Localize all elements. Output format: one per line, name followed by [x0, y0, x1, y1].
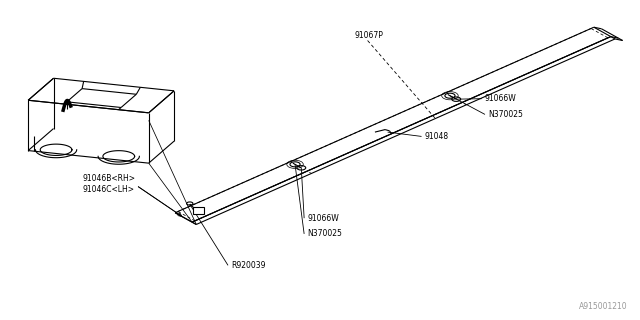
- Text: R920039: R920039: [231, 261, 266, 270]
- Text: A915001210: A915001210: [579, 302, 628, 311]
- Text: 91066W: 91066W: [307, 214, 339, 223]
- Text: 91067P: 91067P: [355, 31, 384, 40]
- FancyBboxPatch shape: [193, 207, 204, 214]
- Text: N370025: N370025: [307, 229, 342, 238]
- Text: N370025: N370025: [488, 110, 523, 119]
- Text: 91046B<RH>: 91046B<RH>: [82, 174, 135, 183]
- Text: 91066W: 91066W: [485, 94, 516, 103]
- Text: 91048: 91048: [425, 132, 449, 141]
- Text: 91046C<LH>: 91046C<LH>: [82, 185, 134, 194]
